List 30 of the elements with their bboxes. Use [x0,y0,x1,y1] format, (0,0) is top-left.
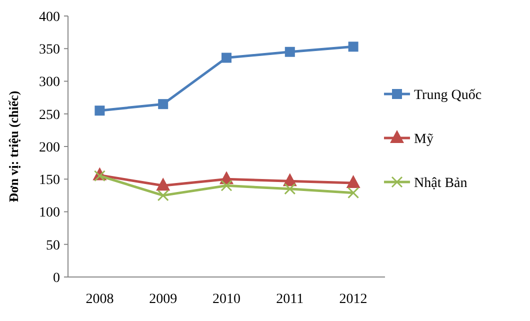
point [284,46,295,57]
x-tick-label: 2009 [149,292,178,307]
x-tick-label: 2011 [276,292,304,307]
point [94,106,105,116]
legend-label: Trung Quốc [414,88,482,103]
x-tick-label: 2008 [86,292,114,307]
point [348,42,358,52]
y-tick-label: 0 [53,270,60,286]
y-tick-label: 400 [39,10,60,25]
point [94,170,106,182]
y-tick-label: 100 [39,206,60,221]
x-tick-label: 2012 [339,292,368,307]
point [156,178,170,191]
point [222,52,232,63]
y-tick-label: 250 [39,108,60,123]
x-tick-label: 2010 [212,292,240,307]
y-tick-label: 350 [39,42,60,58]
legend-label: Mỹ [414,132,434,147]
y-tick-label: 200 [39,140,60,156]
y-tick-label: 300 [39,75,60,90]
point [220,180,232,192]
y-tick-label: 150 [39,173,60,188]
point [158,99,168,110]
point [157,190,169,202]
point [348,187,360,199]
point [346,175,360,188]
legend-label: Nhật Bản [414,176,468,191]
point [284,183,296,195]
y-tick-label: 50 [46,238,60,254]
y-axis-title: Đơn vị: triệu (chiếc) [6,90,21,202]
